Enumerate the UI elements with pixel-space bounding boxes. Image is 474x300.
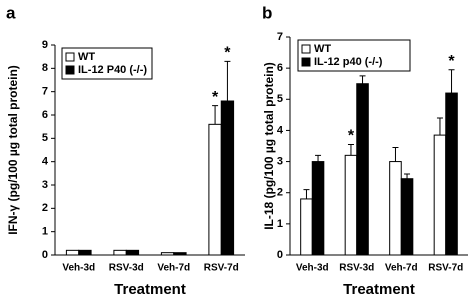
x-tick-label: RSV-7d — [428, 263, 463, 274]
y-tick-label: 9 — [42, 39, 48, 51]
annotation: * — [212, 89, 219, 106]
x-tick-label: Veh-7d — [385, 263, 418, 274]
bar — [344, 154, 358, 256]
x-tick-label: Veh-3d — [62, 263, 95, 274]
legend-label: IL-12 p40 (-/-) — [314, 56, 383, 68]
y-tick-label: 0 — [42, 249, 48, 261]
error-bar — [359, 75, 366, 84]
legend-label: WT — [78, 51, 95, 63]
bar — [125, 249, 140, 256]
y-axis-label: IL-18 (pg/100 µg total protein) — [262, 62, 276, 230]
annotation: * — [348, 128, 355, 145]
bar — [300, 198, 313, 256]
error-bar — [224, 60, 231, 101]
x-axis-label: Treatment — [343, 281, 415, 298]
error-bar — [212, 105, 219, 125]
bar — [400, 178, 414, 256]
bar — [65, 249, 80, 256]
y-axis-label: IFN-γ (pg/100 µg total protein) — [6, 65, 20, 235]
y-tick-label: 5 — [42, 132, 48, 144]
error-bar — [303, 189, 310, 199]
y-tick-label: 4 — [42, 156, 49, 168]
x-tick-label: Veh-7d — [157, 263, 190, 274]
legend-swatch — [301, 44, 311, 54]
legend-swatch — [301, 57, 311, 67]
bar — [78, 249, 92, 256]
x-tick-label: RSV-7d — [204, 263, 239, 274]
y-tick-label: 6 — [277, 62, 283, 74]
x-tick-label: Veh-3d — [296, 263, 329, 274]
bar — [113, 249, 127, 256]
error-bar — [404, 173, 411, 179]
annotation: * — [224, 45, 231, 62]
legend-swatch — [65, 52, 75, 62]
y-tick-label: 3 — [277, 155, 283, 167]
bar — [311, 161, 325, 256]
error-bar — [392, 147, 399, 162]
y-tick-label: 3 — [42, 179, 48, 191]
y-tick-label: 5 — [277, 93, 283, 105]
x-axis-label: Treatment — [114, 281, 186, 298]
bar — [445, 92, 458, 256]
bar — [433, 134, 447, 256]
y-tick-label: 1 — [42, 226, 48, 238]
y-tick-label: 2 — [42, 202, 48, 214]
y-tick-label: 8 — [42, 62, 48, 74]
legend-label: WT — [314, 43, 331, 55]
error-bar — [448, 69, 455, 94]
legend-box — [61, 47, 153, 80]
y-tick-label: 0 — [277, 249, 283, 261]
annotation: * — [448, 53, 455, 70]
y-tick-label: 7 — [42, 86, 48, 98]
bar — [389, 161, 402, 256]
legend-swatch — [65, 65, 75, 75]
y-tick-label: 2 — [277, 187, 283, 199]
error-bar — [436, 117, 443, 136]
error-bar — [315, 154, 322, 162]
x-tick-label: RSV-3d — [109, 263, 144, 274]
bar — [208, 123, 222, 256]
x-tick-label: RSV-3d — [339, 263, 374, 274]
y-tick-label: 4 — [277, 124, 284, 136]
error-bar — [347, 143, 354, 156]
panel-label: a — [6, 3, 16, 22]
y-tick-label: 6 — [42, 109, 48, 121]
y-tick-label: 7 — [277, 31, 283, 43]
legend-label: IL-12 P40 (-/-) — [78, 64, 147, 76]
panel-label: b — [262, 3, 272, 22]
bar — [220, 100, 235, 256]
legend-box — [297, 39, 411, 72]
bar — [356, 83, 369, 256]
y-tick-label: 1 — [277, 218, 283, 230]
